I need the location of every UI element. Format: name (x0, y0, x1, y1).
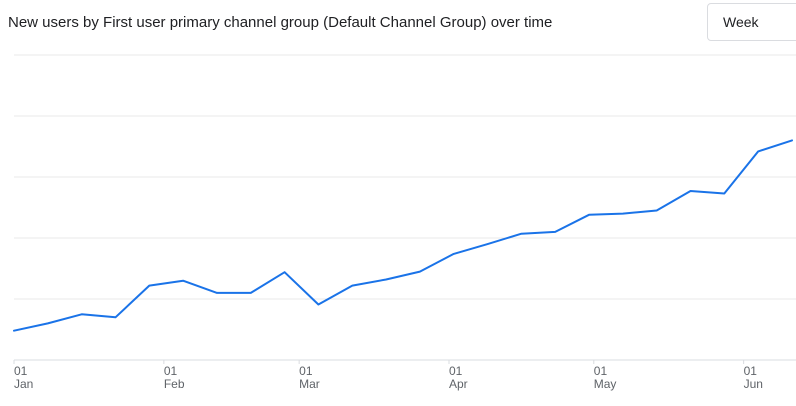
data-point[interactable] (248, 290, 254, 296)
x-tick-day-label: 01 (594, 364, 608, 378)
data-point[interactable] (79, 311, 85, 317)
x-tick-month-label: Apr (449, 377, 468, 391)
data-point[interactable] (383, 276, 389, 282)
data-point[interactable] (146, 283, 152, 289)
data-point[interactable] (485, 241, 491, 247)
data-point[interactable] (112, 314, 118, 320)
x-tick-day-label: 01 (164, 364, 178, 378)
data-point[interactable] (518, 231, 524, 237)
series-layer (11, 137, 795, 334)
x-tick-month-label: Mar (299, 377, 320, 391)
x-tick-day-label: 01 (14, 364, 28, 378)
x-tick-month-label: Jun (744, 377, 763, 391)
data-point[interactable] (755, 148, 761, 154)
data-point[interactable] (349, 283, 355, 289)
data-point[interactable] (654, 208, 660, 214)
x-tick-month-label: May (594, 377, 617, 391)
data-point[interactable] (789, 137, 795, 143)
chart-title: New users by First user primary channel … (8, 14, 553, 31)
data-point[interactable] (315, 301, 321, 307)
x-tick-month-label: Jan (14, 377, 33, 391)
data-point[interactable] (45, 320, 51, 326)
data-point[interactable] (214, 290, 220, 296)
data-point[interactable] (552, 229, 558, 235)
x-tick-day-label: 01 (744, 364, 758, 378)
gridlines (14, 54, 796, 361)
x-tick-day-label: 01 (299, 364, 313, 378)
x-tick-day-label: 01 (449, 364, 463, 378)
period-select-value: Week (723, 14, 759, 30)
data-point[interactable] (417, 269, 423, 275)
data-point[interactable] (282, 269, 288, 275)
data-point[interactable] (11, 328, 17, 334)
data-point[interactable] (721, 190, 727, 196)
period-select[interactable]: Week (707, 3, 796, 41)
series-line[interactable] (13, 139, 793, 332)
data-point[interactable] (180, 278, 186, 284)
data-point[interactable] (688, 188, 694, 194)
data-point[interactable] (451, 251, 457, 257)
data-point[interactable] (620, 211, 626, 217)
x-tick-month-label: Feb (164, 377, 185, 391)
data-point[interactable] (586, 212, 592, 218)
